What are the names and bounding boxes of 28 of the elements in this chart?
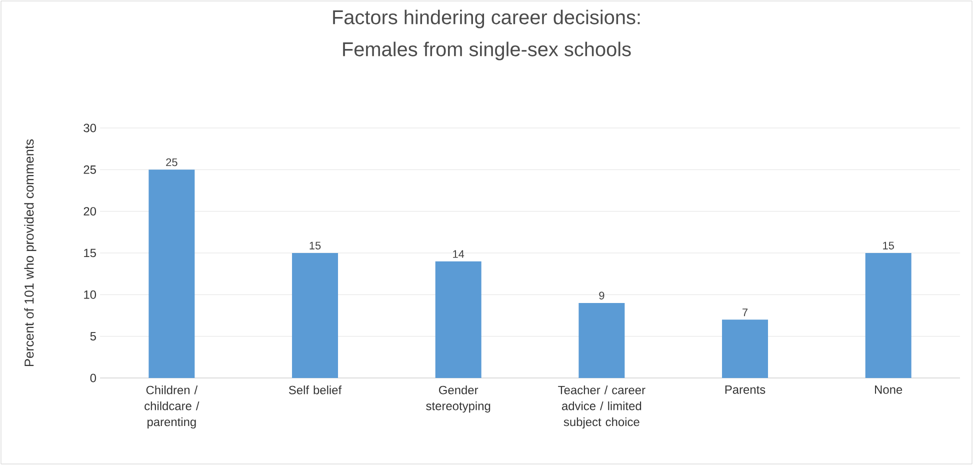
x-tick-label: None — [875, 386, 902, 394]
data-label: 15 — [310, 242, 321, 250]
x-tick-label: Self belief — [288, 386, 342, 394]
y-tick-label: 30 — [84, 124, 96, 132]
y-tick-label: 25 — [84, 165, 96, 174]
data-label: 14 — [453, 250, 464, 258]
data-label: 7 — [742, 308, 748, 316]
bar — [722, 320, 768, 378]
y-tick-label: 15 — [84, 248, 96, 258]
bar — [578, 302, 625, 378]
bar — [148, 170, 195, 378]
y-tick-label: 5 — [90, 332, 96, 340]
y-axis-title: Percent of 101 who provided comments — [24, 139, 36, 366]
x-tick-label: Parents — [725, 386, 766, 394]
data-label: 9 — [599, 292, 604, 300]
x-tick-label: Children / childcare / parenting — [144, 386, 200, 429]
chart-title: Factors hindering career decisions: — [333, 10, 640, 28]
x-tick-label: Teacher / career advice / limited subject choice — [558, 386, 646, 429]
y-tick-label: 10 — [84, 290, 96, 299]
bar — [435, 261, 482, 378]
x-tick-label: Gender stereotyping — [426, 386, 490, 413]
bar — [292, 252, 338, 378]
y-tick-label: 0 — [90, 374, 96, 382]
chart-subtitle: Females from single-sex schools — [343, 42, 631, 60]
y-tick-label: 20 — [84, 207, 96, 216]
bar — [865, 252, 912, 378]
data-label: 25 — [166, 158, 178, 166]
data-label: 15 — [883, 242, 894, 250]
